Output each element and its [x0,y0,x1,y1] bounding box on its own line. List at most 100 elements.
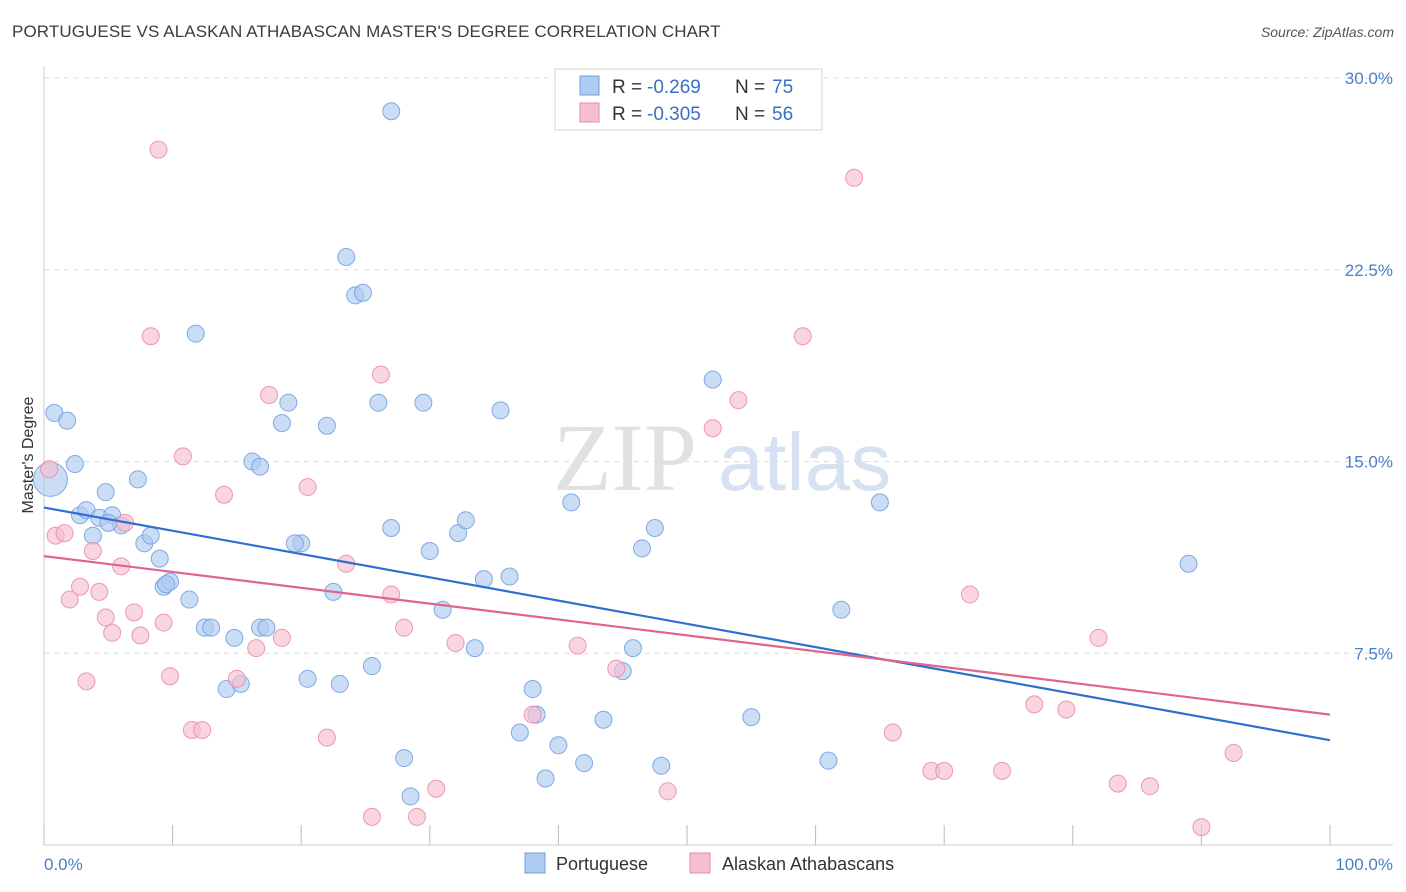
data-point [353,283,372,302]
data-point [549,736,568,755]
y-tick-label: 22.5% [1345,261,1393,280]
data-point [161,667,180,686]
data-point [883,723,902,742]
series-legend-swatch-portuguese [524,852,546,874]
data-point [141,327,160,346]
data-point [40,460,59,479]
y-axis-title: Master's Degree [20,396,37,513]
data-point [652,756,671,775]
data-point [456,511,475,530]
data-point [395,749,414,768]
data-point [103,623,122,642]
legend-n-value-2: 56 [772,104,793,125]
data-point [935,761,954,780]
trend-lines [43,506,1331,742]
watermark-zip: ZIP [553,404,697,511]
data-point [1089,628,1108,647]
series-alaskan-athabascans [40,140,1243,837]
data-point [180,590,199,609]
data-point [227,669,246,688]
data-point [1140,777,1159,796]
series-legend-swatch-alaskan [689,852,711,874]
chart-title: PORTUGUESE VS ALASKAN ATHABASCAN MASTER'… [12,22,721,41]
data-point [645,518,664,537]
data-point [362,807,381,826]
data-point [703,370,722,389]
data-point [298,478,317,497]
data-point [369,393,388,412]
data-point [71,577,90,596]
data-point [523,705,542,724]
data-point [193,720,212,739]
series-portuguese [32,102,1198,806]
data-point [260,386,279,405]
y-tick-label: 15.0% [1345,453,1393,472]
data-point [125,603,144,622]
data-point [251,457,270,476]
legend-r-label-2: R = [612,104,642,125]
data-point [77,672,96,691]
data-point [703,419,722,438]
data-point [742,708,761,727]
data-point [60,590,79,609]
data-point [99,513,118,532]
data-point [298,669,317,688]
data-point [362,657,381,676]
data-point [523,680,542,699]
stats-legend: R = -0.269 N = 75 R = -0.305 N = 56 [554,68,823,131]
data-point [832,600,851,619]
trend-line-alaskan [43,555,1331,716]
data-point [1108,774,1127,793]
data-point [186,324,205,343]
data-point [317,416,336,435]
legend-n-label-1: N = [735,77,765,98]
data-point [510,723,529,742]
data-point [272,628,291,647]
legend-r-value-2: -0.305 [647,104,701,125]
data-point [594,710,613,729]
data-point [960,585,979,604]
data-point [729,391,748,410]
data-point [90,582,109,601]
legend-n-value-1: 75 [772,77,793,98]
data-point [157,575,176,594]
data-point [131,626,150,645]
data-point [575,754,594,773]
data-point [407,807,426,826]
series-legend-label-alaskan: Alaskan Athabascans [722,854,894,874]
watermark-atlas: atlas [718,417,891,508]
data-point [632,539,651,558]
data-point [870,493,889,512]
data-point [58,411,77,430]
data-point [465,639,484,658]
legend-swatch-portuguese [579,75,600,96]
series-legend-label-portuguese: Portuguese [556,854,648,874]
data-point [65,455,84,474]
data-point [401,787,420,806]
data-point [83,526,102,545]
data-point [427,779,446,798]
data-point [1192,818,1211,837]
data-point [562,493,581,512]
data-point [845,168,864,187]
data-point [993,761,1012,780]
y-tick-labels: 7.5% 15.0% 22.5% 30.0% [1345,69,1393,663]
data-point [141,526,160,545]
data-point [500,567,519,586]
data-point [658,782,677,801]
data-point [225,628,244,647]
data-point [414,393,433,412]
data-point [272,414,291,433]
data-point [150,549,169,568]
data-point [1179,554,1198,573]
legend-swatch-alaskan [579,102,600,123]
data-point [96,608,115,627]
data-point [96,483,115,502]
legend-r-label-1: R = [612,77,642,98]
data-point [1224,743,1243,762]
data-point [215,485,234,504]
data-point [257,618,276,637]
data-point [491,401,510,420]
data-point [1025,695,1044,714]
